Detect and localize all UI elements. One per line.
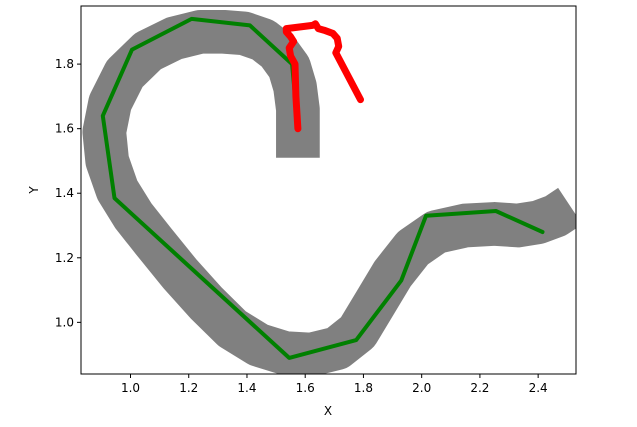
y-tick-label: 1.0 xyxy=(55,315,74,329)
y-tick-label: 1.2 xyxy=(55,251,74,265)
axes-frame xyxy=(80,5,577,375)
y-axis: 1.0 1.2 1.4 1.6 1.8 xyxy=(55,57,81,329)
x-tick-label: 2.2 xyxy=(470,381,489,395)
x-tick-label: 2.4 xyxy=(529,381,548,395)
y-tick-label: 1.4 xyxy=(55,186,74,200)
plot-area xyxy=(82,9,576,374)
x-tick-label: 1.6 xyxy=(296,381,315,395)
x-tick-label: 2.0 xyxy=(412,381,431,395)
x-tick-label: 1.4 xyxy=(237,381,256,395)
x-axis: 1.0 1.2 1.4 1.6 1.8 2.0 2.2 2.4 xyxy=(121,374,548,395)
x-tick-label: 1.0 xyxy=(121,381,140,395)
y-axis-label: Y xyxy=(27,186,41,195)
y-tick-label: 1.6 xyxy=(55,122,74,136)
x-tick-label: 1.8 xyxy=(354,381,373,395)
series-line-1 xyxy=(100,16,545,360)
y-tick-label: 1.8 xyxy=(55,57,74,71)
x-tick-label: 1.2 xyxy=(179,381,198,395)
series-line-2 xyxy=(282,20,364,133)
x-axis-label: X xyxy=(324,404,332,418)
